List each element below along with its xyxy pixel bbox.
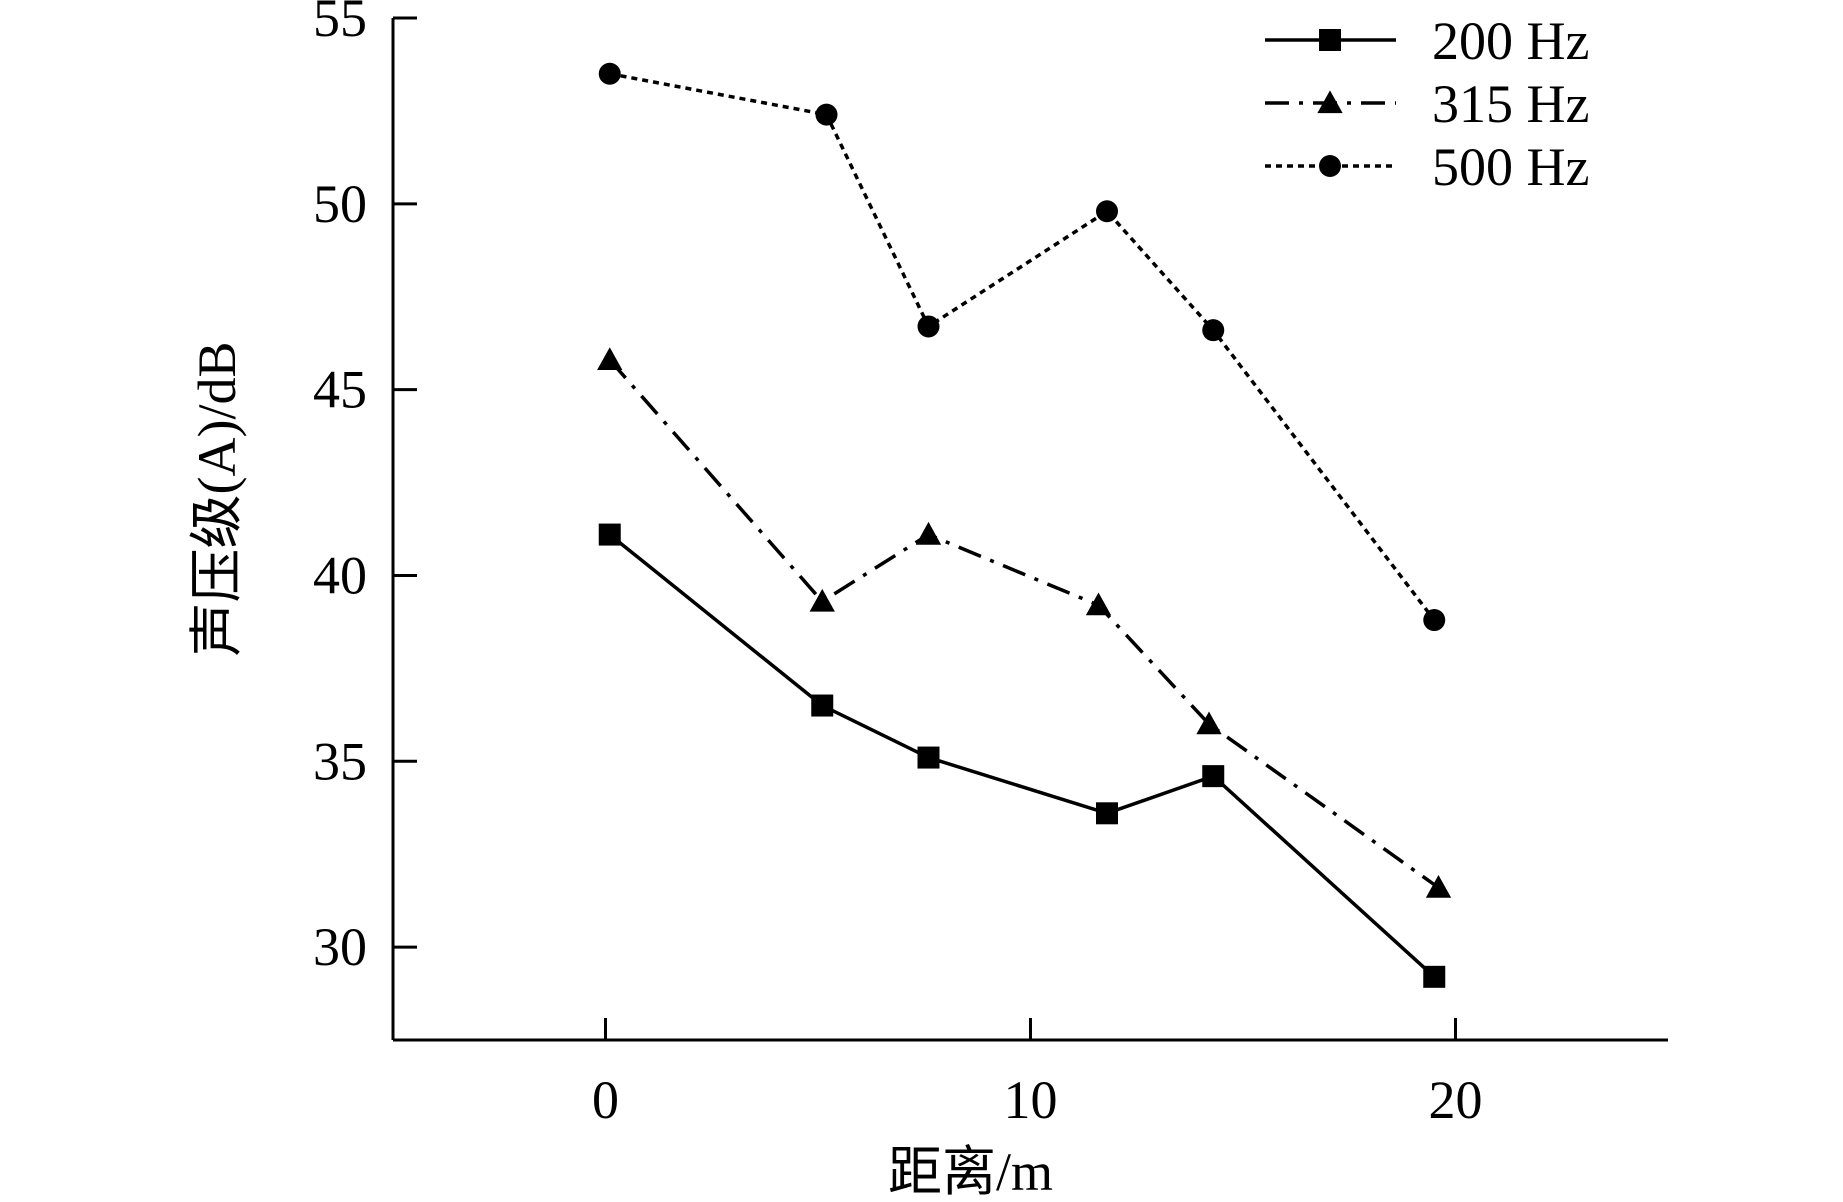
series-line xyxy=(608,358,1440,890)
legend-marker xyxy=(1317,90,1343,114)
x-ticks: 0 10 20 xyxy=(592,1018,1483,1130)
series-layer xyxy=(597,62,1452,988)
x-axis-title: 距离/m xyxy=(888,1142,1053,1202)
data-point xyxy=(1202,765,1225,788)
series-line xyxy=(609,72,1436,622)
data-point xyxy=(1085,592,1112,616)
y-tick-label: 40 xyxy=(313,545,367,605)
legend-entry-1: 315 Hz xyxy=(1265,74,1589,134)
y-tick-label: 50 xyxy=(313,174,367,234)
data-point xyxy=(917,746,940,769)
series-0 xyxy=(598,523,1446,988)
data-point xyxy=(598,523,621,546)
data-point xyxy=(1423,965,1446,988)
data-point xyxy=(809,588,835,612)
y-tick-label: 55 xyxy=(313,0,367,48)
legend-marker xyxy=(1319,29,1341,51)
y-axis-title: 声压级(A)/dB xyxy=(187,342,247,657)
data-point xyxy=(811,694,834,717)
data-point xyxy=(917,315,940,338)
legend-marker xyxy=(1319,155,1341,177)
data-point xyxy=(915,521,942,545)
data-point xyxy=(1096,200,1118,223)
legend-entry-2: 500 Hz xyxy=(1265,137,1589,197)
x-tick-label: 0 xyxy=(592,1070,619,1130)
legend-label: 500 Hz xyxy=(1432,137,1589,197)
data-point xyxy=(1423,609,1446,632)
axes: 0 10 20 30 35 40 45 50 55 xyxy=(313,0,1668,1130)
series-2 xyxy=(598,62,1446,632)
x-tick-label: 20 xyxy=(1429,1070,1483,1130)
data-point xyxy=(1425,874,1452,898)
legend-entry-0: 200 Hz xyxy=(1265,11,1589,71)
series-line xyxy=(608,533,1436,979)
data-point xyxy=(815,103,838,126)
data-point xyxy=(1202,319,1225,342)
data-point xyxy=(597,347,623,371)
y-ticks: 30 35 40 45 50 55 xyxy=(313,0,417,977)
y-tick-label: 30 xyxy=(313,917,367,977)
series-1 xyxy=(597,347,1452,898)
x-tick-label: 10 xyxy=(1004,1070,1058,1130)
data-point xyxy=(598,62,621,85)
legend-label: 200 Hz xyxy=(1432,11,1589,71)
data-point xyxy=(1096,802,1118,825)
y-tick-label: 35 xyxy=(313,731,367,791)
y-tick-label: 45 xyxy=(313,360,367,420)
data-point xyxy=(1196,711,1222,735)
legend-label: 315 Hz xyxy=(1432,74,1589,134)
